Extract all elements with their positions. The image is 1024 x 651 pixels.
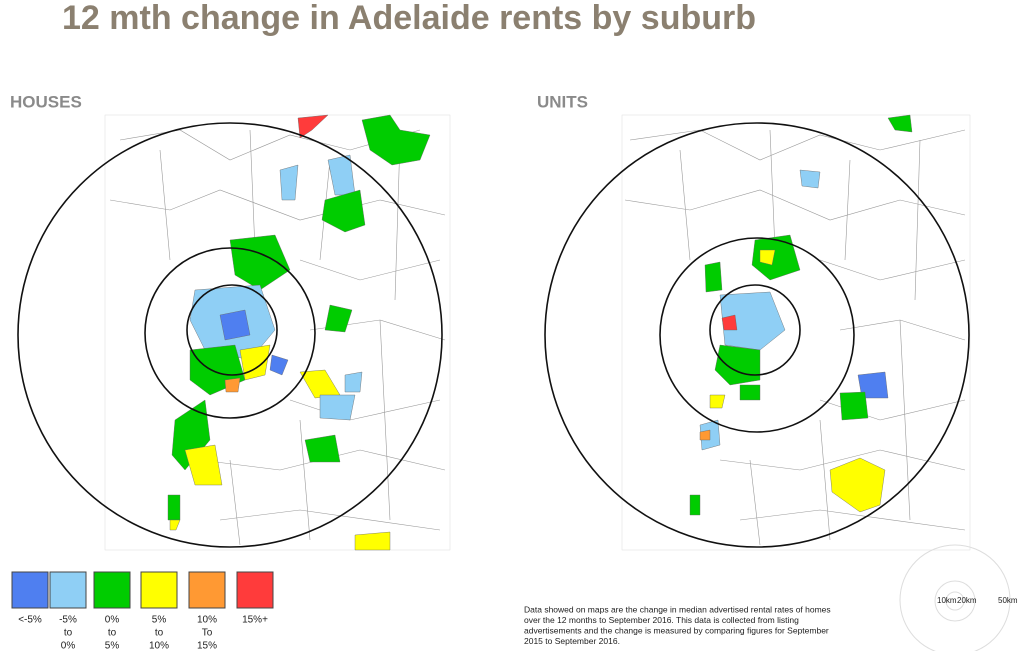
legend-label: To [202,628,213,639]
legend-label: <-5% [18,615,42,626]
legend-swatch [11,571,49,609]
scale-label: 50km [998,596,1018,605]
legend-swatch [236,571,274,609]
panel-label: UNITS [537,92,588,111]
note: Data showed on maps are the change in me… [524,604,831,646]
legend: <-5% -5% to 0% 0% to 5% 5% to 10% 10% To 15% 15%+ [11,571,274,651]
legend-swatch [93,571,131,609]
legend-label: to [108,628,117,639]
legend-label: 10% [197,615,217,626]
title: 12 mth change in Adelaide rents by subur… [62,0,756,37]
legend-label: 5% [105,641,120,651]
legend-label: 10% [149,641,169,651]
legend-label: -5% [59,615,77,626]
legend-label: 5% [152,615,167,626]
legend-label: 0% [105,615,120,626]
note-line: Data showed on maps are the change in me… [524,604,831,614]
legend-swatch [140,571,178,609]
legend-label: 15% [197,641,217,651]
note-line: advertisements and the change is measure… [524,625,829,635]
scale-label: 20km [957,596,977,605]
legend-label: to [155,628,164,639]
units-map [544,114,971,551]
scale: 10km 20km 50km [899,544,1018,651]
legend-label: 0% [61,641,76,651]
legend-label: to [64,628,73,639]
legend-swatch [49,571,87,609]
legend-swatch [188,571,226,609]
note-line: over the 12 months to September 2016. Th… [524,615,799,625]
legend-label: 15%+ [242,615,268,626]
scale-label: 10km [937,596,957,605]
panel-label: HOUSES [10,92,82,111]
note-line: 2015 to September 2016. [524,636,620,646]
houses-map [17,114,451,551]
